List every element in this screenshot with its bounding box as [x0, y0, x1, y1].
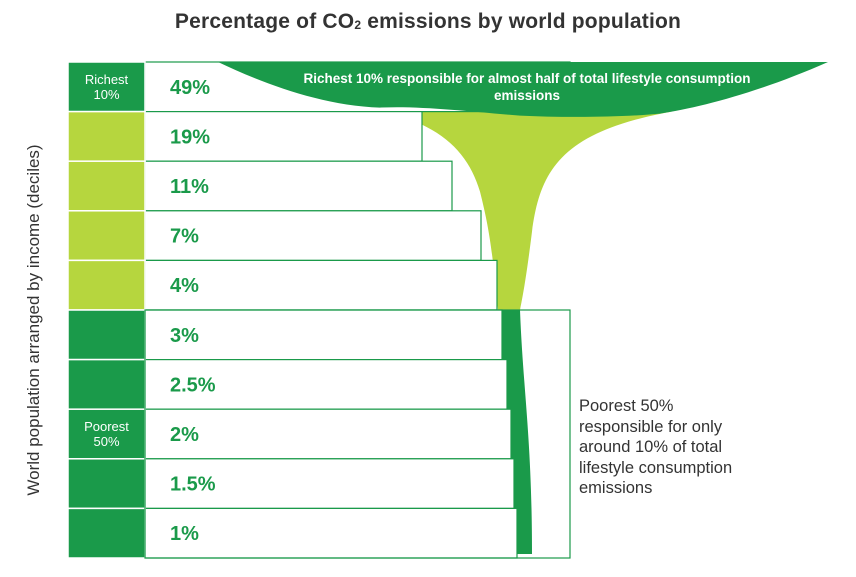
group-label-line1: Richest — [85, 72, 129, 87]
decile-row — [144, 309, 503, 361]
group-label-line1: Poorest — [84, 419, 129, 434]
title-rest: emissions by world population — [361, 10, 682, 33]
group-block — [67, 358, 146, 410]
value-label: 19% — [170, 126, 210, 148]
group-label-line2: 50% — [93, 434, 119, 449]
value-label: 1.5% — [170, 474, 216, 496]
value-label: 2.5% — [170, 374, 216, 396]
group-block — [67, 210, 146, 262]
funnel-light-segment — [380, 111, 672, 310]
group-label-line2: 10% — [93, 87, 119, 102]
group-blocks — [67, 61, 146, 559]
value-label: 2% — [170, 424, 199, 446]
poorest-annotation: Poorest 50% responsible for only around … — [579, 397, 733, 497]
value-label: 49% — [170, 77, 210, 99]
decile-row — [144, 458, 515, 509]
decile-rows — [144, 61, 571, 559]
group-block — [67, 110, 146, 162]
decile-row — [144, 408, 512, 460]
title-subscript: 2 — [354, 18, 362, 32]
value-label: 11% — [170, 176, 209, 198]
richest-annotation: Richest 10% responsible for almost half … — [303, 71, 751, 103]
group-block — [67, 507, 146, 559]
group-block — [67, 160, 146, 212]
value-label: 3% — [170, 325, 199, 347]
title-main: Percentage of CO — [174, 10, 355, 33]
group-block — [67, 309, 146, 361]
poorest-bracket — [144, 309, 571, 559]
group-block — [67, 458, 146, 510]
funnel-richest-top — [218, 62, 828, 117]
decile-row — [144, 210, 482, 262]
decile-row — [144, 160, 453, 212]
decile-row — [144, 507, 518, 559]
percentage-labels: 49% 19% 11% 7% 4% 3% 2.5% 2% 1.5% 1% — [170, 77, 216, 545]
group-block — [67, 408, 146, 460]
decile-row — [144, 359, 508, 410]
value-label: 1% — [170, 523, 199, 545]
chart-title: Percentage of CO2 emissions by world pop… — [0, 10, 856, 34]
group-block — [67, 259, 146, 311]
value-label: 4% — [170, 275, 199, 297]
value-label: 7% — [170, 226, 199, 248]
group-block — [67, 61, 146, 113]
decile-row — [144, 259, 498, 311]
